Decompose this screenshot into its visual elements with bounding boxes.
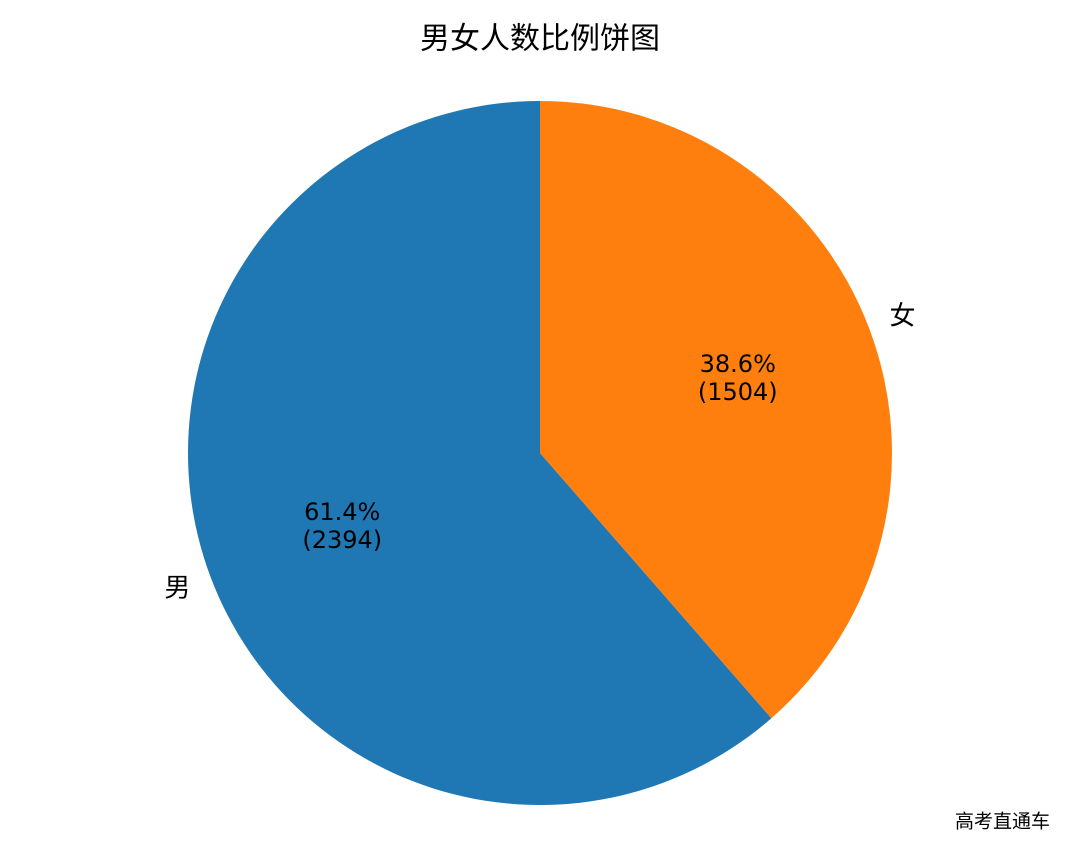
value-label: (1504): [698, 378, 778, 406]
value-label: (2394): [302, 526, 382, 554]
category-label: 男: [164, 573, 190, 603]
category-label: 女: [890, 302, 916, 332]
pie-slice: [188, 101, 772, 805]
pie-slice: [540, 100, 892, 719]
percent-label: 38.6%: [700, 350, 776, 378]
chart-title: 男女人数比例饼图: [420, 22, 660, 57]
percent-label: 61.4%: [304, 498, 380, 526]
watermark: 高考直通车: [955, 811, 1050, 833]
